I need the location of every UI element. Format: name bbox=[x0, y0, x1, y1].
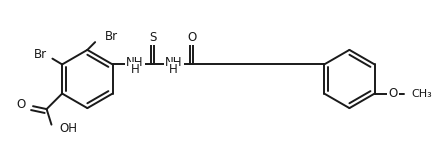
Text: NH: NH bbox=[126, 56, 144, 69]
Text: S: S bbox=[150, 31, 157, 44]
Text: OH: OH bbox=[59, 122, 77, 135]
Text: NH: NH bbox=[165, 56, 182, 69]
Text: O: O bbox=[16, 98, 25, 111]
Text: O: O bbox=[187, 31, 197, 44]
Text: O: O bbox=[388, 87, 397, 100]
Text: Br: Br bbox=[105, 30, 118, 43]
Text: Br: Br bbox=[34, 48, 47, 61]
Text: H: H bbox=[169, 63, 178, 76]
Text: CH₃: CH₃ bbox=[411, 89, 432, 99]
Text: H: H bbox=[130, 63, 139, 76]
